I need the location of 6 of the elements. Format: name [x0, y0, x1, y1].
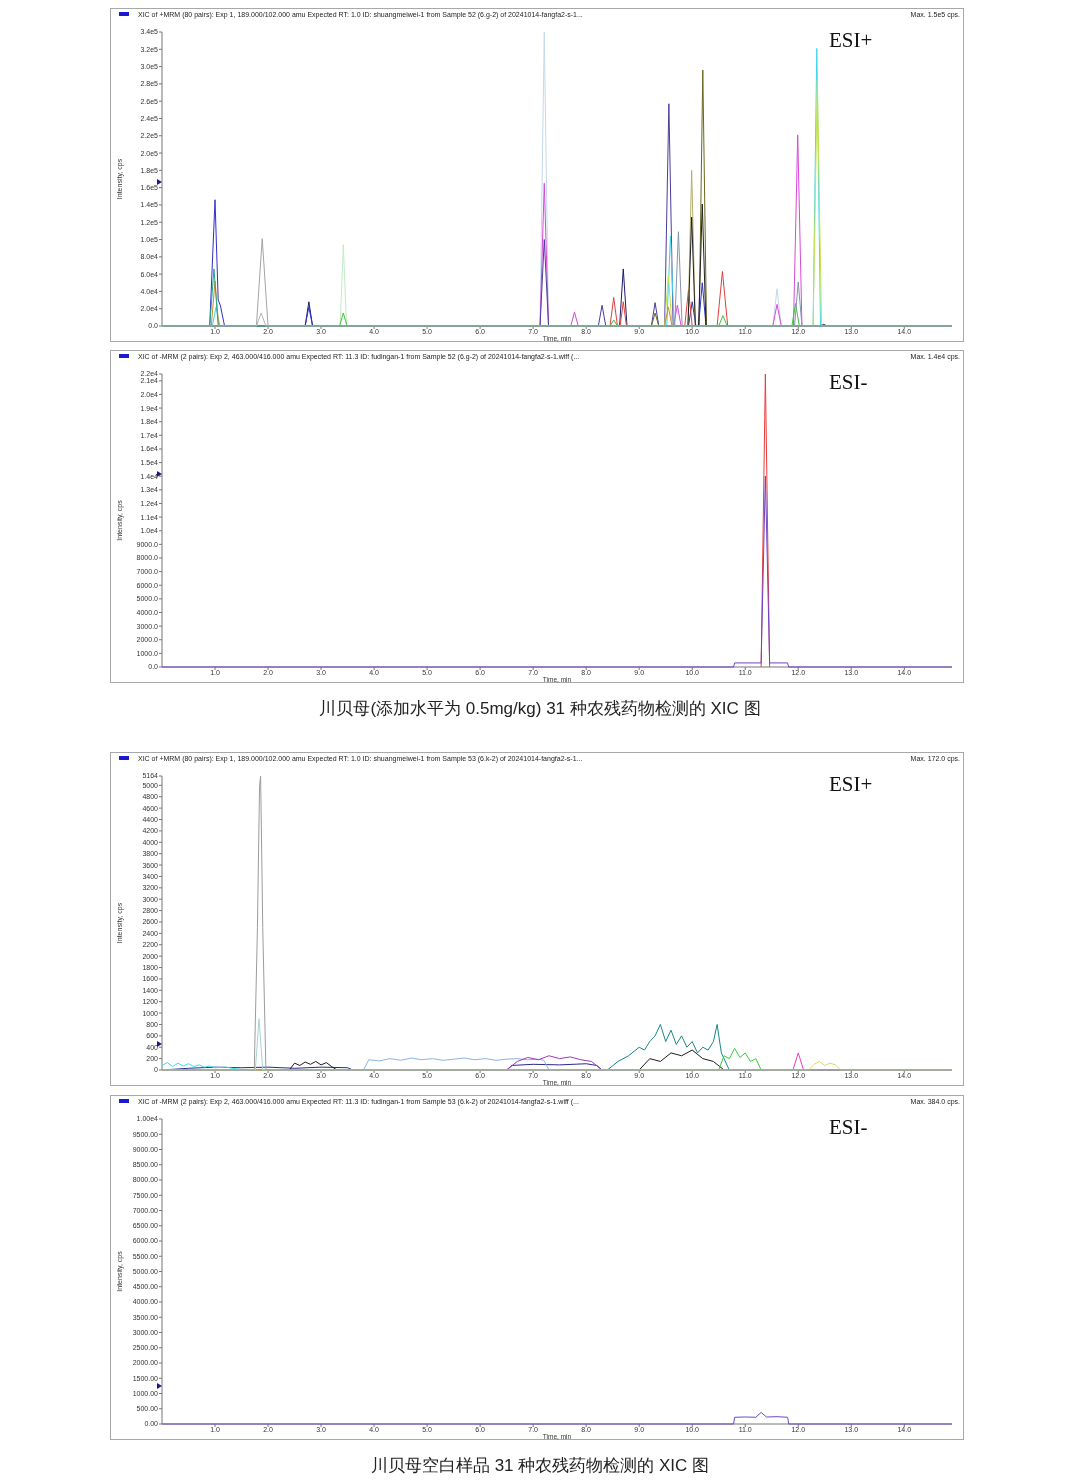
annotation: ESI+	[829, 28, 873, 53]
annotation: ESI-	[829, 370, 868, 395]
text: 川贝母空白样品 31 种农残药物检测的 XIC 图	[369, 1455, 711, 1477]
text: 川贝母(添加水平为 0.5mg/kg) 31 种农残药物检测的 XIC 图	[318, 698, 762, 720]
annotation: ESI-	[829, 1115, 868, 1140]
annotation: ESI+	[829, 772, 873, 797]
